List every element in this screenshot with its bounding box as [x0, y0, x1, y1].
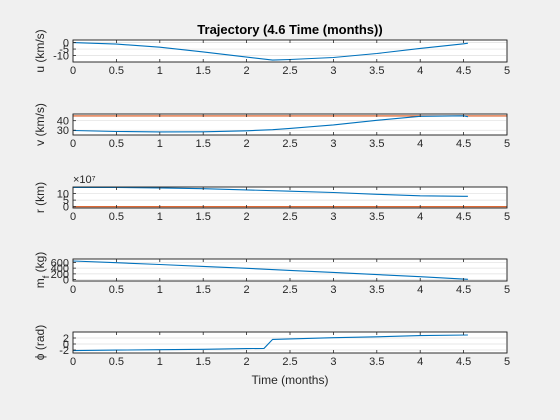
x-tick-label: 2	[244, 138, 250, 150]
axes-box	[72, 186, 508, 209]
y-axis-label: ϕ (rad)	[33, 325, 47, 360]
x-tick-label: 2	[244, 356, 250, 368]
x-tick-label: 2.5	[282, 138, 297, 150]
x-tick-label: 4.5	[456, 138, 471, 150]
x-tick-label: 1.5	[196, 211, 211, 223]
series-line-1	[72, 115, 469, 133]
x-tick-label: 1.5	[196, 138, 211, 150]
x-tick-label: 0.5	[109, 138, 124, 150]
x-tick-label: 0	[70, 65, 76, 77]
x-tick-label: 3.5	[369, 65, 384, 77]
y-tick-label: 0	[63, 202, 69, 214]
x-tick-label: 2	[244, 65, 250, 77]
y-tick-label: 5	[63, 195, 69, 207]
x-tick-label: 0.5	[109, 284, 124, 296]
y-tick-label: 0	[63, 339, 69, 351]
x-tick-label: 1.5	[196, 356, 211, 368]
y-tick-label: 200	[51, 269, 69, 281]
x-tick-label: 4.5	[456, 284, 471, 296]
x-tick-label: 4	[417, 211, 423, 223]
x-tick-label: 3	[330, 211, 336, 223]
x-tick-label: 4	[417, 65, 423, 77]
x-tick-label: 0	[70, 284, 76, 296]
y-tick-label: 0	[63, 38, 69, 50]
x-tick-label: 3.5	[369, 138, 384, 150]
axes-box	[72, 39, 508, 63]
x-tick-label: 2.5	[282, 211, 297, 223]
y-tick-label: -2	[59, 345, 69, 357]
y-tick-label: 0	[63, 275, 69, 287]
x-tick-label: 3.5	[369, 211, 384, 223]
x-tick-label: 5	[504, 356, 510, 368]
y-tick-label: 40	[57, 116, 69, 128]
series-line-1	[72, 186, 468, 197]
subplot-5: 0 0.5 1 1.5 2 2.5 3 3.5 4 4.5 520-2ϕ (rad)	[33, 325, 510, 368]
x-tick-label: 4.5	[456, 211, 471, 223]
x-tick-label: 2	[244, 211, 250, 223]
x-tick-label: 5	[504, 65, 510, 77]
x-tick-label: 0.5	[109, 65, 124, 77]
x-tick-label: 3	[330, 65, 336, 77]
x-tick-label: 3	[330, 356, 336, 368]
x-tick-label: 4	[417, 138, 423, 150]
x-tick-label: 5	[504, 211, 510, 223]
x-tick-label: 0	[70, 356, 76, 368]
x-tick-label: 3.5	[369, 284, 384, 296]
x-tick-label: 0.5	[109, 211, 124, 223]
x-tick-label: 0	[70, 211, 76, 223]
x-tick-label: 1.5	[196, 65, 211, 77]
subplots: 0 0.5 1 1.5 2 2.5 3 3.5 4 4.5 50-5-10u (km/s)0 0.5 1…	[33, 29, 510, 368]
x-axis-label: Time (months)	[252, 373, 329, 387]
series-line-0	[72, 42, 468, 61]
x-tick-label: 3	[330, 284, 336, 296]
y-axis-label: u (km/s)	[33, 29, 47, 72]
x-tick-label: 4	[417, 284, 423, 296]
x-tick-label: 1	[157, 356, 163, 368]
x-tick-label: 2.5	[282, 65, 297, 77]
x-tick-label: 1	[157, 138, 163, 150]
x-tick-label: 1	[157, 284, 163, 296]
y-tick-label: 400	[51, 263, 69, 275]
x-tick-label: 2.5	[282, 356, 297, 368]
x-tick-label: 4	[417, 356, 423, 368]
x-tick-label: 0	[70, 138, 76, 150]
x-tick-label: 1.5	[196, 284, 211, 296]
subplot-1: 0 0.5 1 1.5 2 2.5 3 3.5 4 4.5 5 0-5-10 u (km/s)	[33, 29, 510, 77]
x-tick-label: 5	[504, 138, 510, 150]
y-tick-label: 600	[51, 257, 69, 269]
y-axis-label: v (km/s)	[33, 103, 47, 146]
x-tick-label: 3.5	[369, 356, 384, 368]
y-tick-label: -5	[59, 44, 69, 56]
y-axis-label: r (km)	[33, 182, 47, 213]
y-tick-label: 2	[63, 333, 69, 345]
x-tick-label: 2.5	[282, 284, 297, 296]
y-tick-label: 10	[57, 189, 69, 201]
x-tick-label: 1	[157, 65, 163, 77]
y-exponent-label: ×10⁷	[73, 174, 96, 186]
x-tick-label: 4.5	[456, 65, 471, 77]
y-axis-label: mf (kg)	[33, 252, 51, 289]
x-tick-label: 5	[504, 284, 510, 296]
x-tick-label: 3	[330, 138, 336, 150]
y-tick-label: 30	[57, 125, 69, 137]
series-line-0	[72, 260, 468, 280]
x-tick-label: 1	[157, 211, 163, 223]
x-tick-label: 0.5	[109, 356, 124, 368]
x-tick-label: 2	[244, 284, 250, 296]
y-tick-label: -10	[53, 51, 69, 63]
series-line-0	[72, 334, 468, 352]
x-tick-label: 4.5	[456, 356, 471, 368]
figure-title: Trajectory (4.6 Time (months))	[197, 22, 382, 37]
